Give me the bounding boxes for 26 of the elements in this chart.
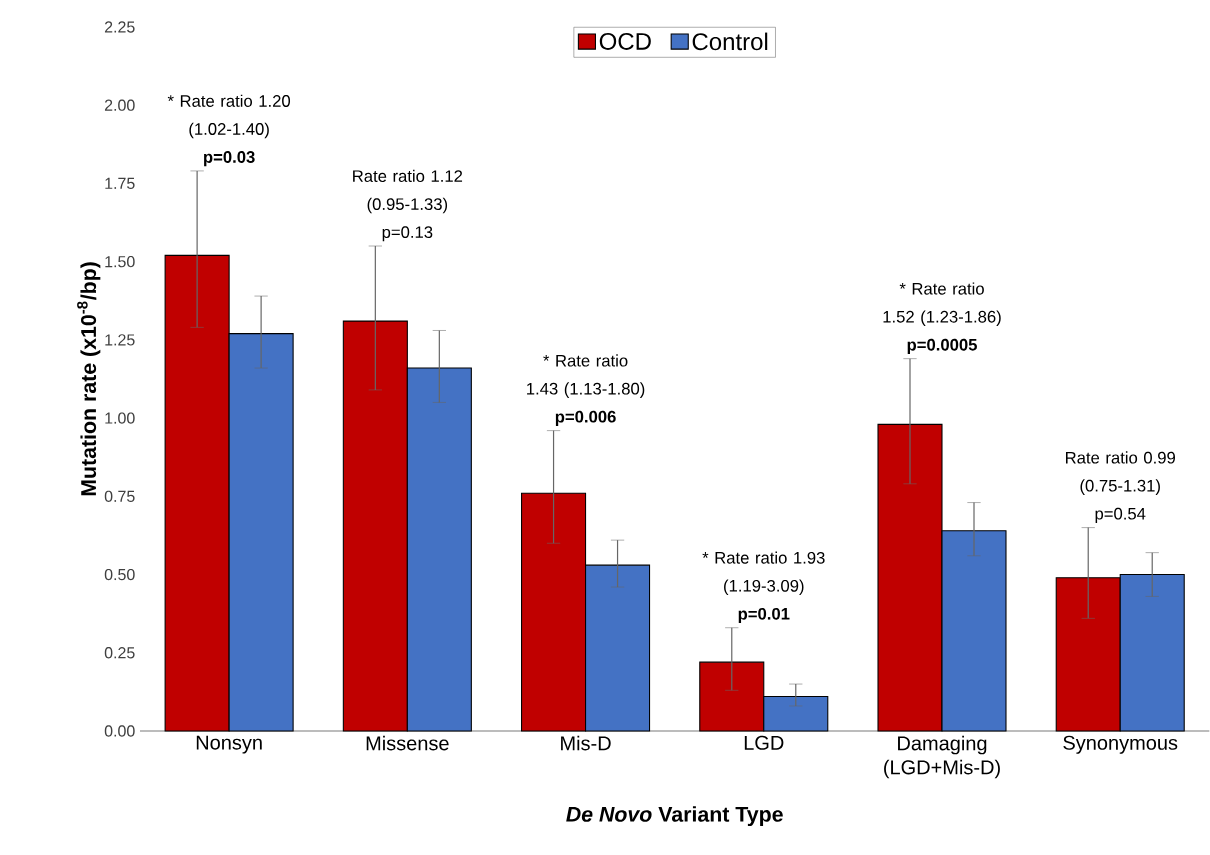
annotation: Rate ratio 0.99 (0.75-1.31) p=0.54	[1065, 451, 1176, 523]
y-tick-label: 2.25	[104, 21, 135, 33]
x-axis-title: De Novo Variant Type	[566, 806, 783, 827]
y-tick-label: 1.75	[105, 177, 135, 189]
legend-label: OCD	[599, 32, 651, 50]
x-tick-label: Synonymous	[1063, 735, 1178, 754]
y-tick-label: 0.25	[104, 647, 135, 659]
annotation: * Rate ratio 1.93 (1.19-3.09) p=0.01	[702, 551, 825, 624]
y-tick-label: 2.00	[104, 99, 135, 111]
x-tick-label: Missense	[366, 735, 449, 751]
y-axis-title: Mutation rate (x10$^{-8}$/bp)	[77, 262, 101, 496]
x-tick-label: Mis-D	[561, 735, 611, 751]
x-tick-label: Damaging (LGD+Mis-D)	[884, 735, 1000, 779]
x-tick-label: Nonsyn	[196, 735, 262, 754]
annotation: Rate ratio 1.12 (0.95-1.33) p=0.13	[353, 169, 463, 242]
y-tick-label: 1.25	[105, 334, 135, 346]
y-tick-label: 0.75	[104, 490, 135, 502]
y-tick-label: 0.00	[104, 725, 135, 737]
x-tick-label: LGD	[744, 735, 784, 750]
y-tick-label: 0.50	[104, 568, 135, 581]
annotation: * Rate ratio 1.52 (1.23-1.86) p=0.0005	[883, 282, 1001, 354]
annotation: * Rate ratio 1.43 (1.13-1.80) p=0.006	[527, 354, 645, 426]
y-tick-label: 1.00	[105, 412, 135, 424]
legend-label: Control	[692, 32, 768, 51]
annotation: * Rate ratio 1.20 (1.02-1.40) p=0.03	[167, 94, 291, 167]
y-tick-label: 1.50	[105, 255, 135, 268]
